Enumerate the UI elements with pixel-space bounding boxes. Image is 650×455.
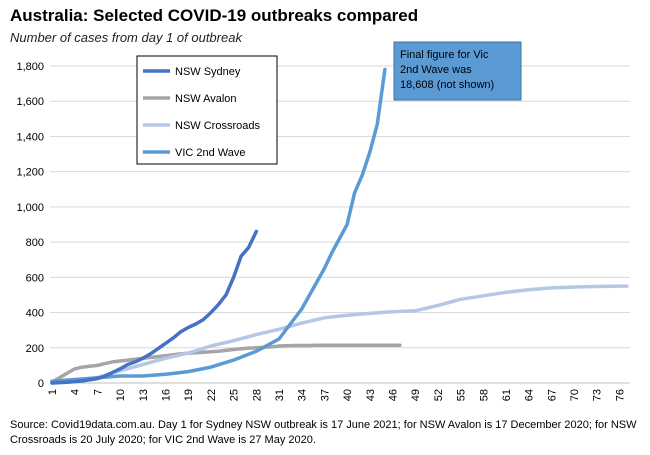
x-tick-label: 10 — [115, 389, 127, 401]
chart-title: Australia: Selected COVID-19 outbreaks c… — [10, 6, 419, 25]
x-tick-label: 52 — [433, 389, 445, 401]
x-tick-label: 7 — [92, 389, 104, 395]
series-line-nsw-avalon — [50, 343, 402, 384]
x-tick-label: 13 — [138, 389, 150, 401]
legend-box — [136, 55, 278, 165]
series-line-nsw-sydney — [50, 229, 259, 385]
annotation-box: Final figure for Vic 2nd Wave was 18,608 (… — [393, 41, 522, 101]
x-tick-label: 1 — [47, 389, 59, 395]
y-tick-label: 1,000 — [16, 202, 44, 214]
x-tick-label: 40 — [342, 389, 354, 401]
y-tick-label: 800 — [26, 237, 44, 249]
x-tick-label: 64 — [524, 389, 536, 401]
annotation-line: Final figure for Vic — [400, 49, 489, 61]
x-tick-label: 55 — [456, 389, 468, 401]
y-tick-label: 200 — [26, 343, 44, 355]
legend-entry: VIC 2nd Wave — [175, 147, 246, 159]
series-line-vic-2nd-wave — [50, 67, 387, 383]
line-chart: 0 200 400 600 800 1,000 1,200 1,400 1,600 1,800 1 4… — [16, 41, 630, 401]
x-tick-label: 73 — [592, 389, 604, 401]
y-tick-label: 1,600 — [16, 96, 44, 108]
y-tick-label: 1,400 — [16, 131, 44, 143]
annotation-rect — [393, 41, 522, 101]
x-tick-label: 76 — [614, 389, 626, 401]
x-tick-label: 43 — [365, 389, 377, 401]
series-lines — [50, 67, 629, 385]
legend: NSW Sydney NSW Avalon NSW Crossroads VIC 2n… — [136, 55, 278, 165]
x-tick-label: 19 — [183, 389, 195, 401]
x-tick-label: 34 — [297, 389, 309, 401]
legend-entry: NSW Crossroads — [175, 120, 260, 132]
x-tick-label: 25 — [229, 389, 241, 401]
legend-entry: NSW Sydney — [175, 66, 241, 78]
x-tick-label: 70 — [569, 389, 581, 401]
x-tick-label: 4 — [70, 389, 82, 395]
source-note: Source: Covid19data.com.au. Day 1 for Sy… — [10, 419, 637, 446]
axes: 0 200 400 600 800 1,000 1,200 1,400 1,600 1,800 1 4… — [16, 61, 630, 401]
y-tick-label: 1,200 — [16, 167, 44, 179]
y-tick-label: 1,800 — [16, 61, 44, 73]
x-tick-label: 37 — [319, 389, 331, 401]
x-tick-label: 67 — [546, 389, 558, 401]
x-tick-label: 58 — [478, 389, 490, 401]
series-line-nsw-crossroads — [50, 284, 629, 385]
x-tick-label: 22 — [206, 389, 218, 401]
x-tick-label: 61 — [501, 389, 513, 401]
annotation-line: 18,608 (not shown) — [400, 79, 494, 91]
x-tick-label: 28 — [251, 389, 263, 401]
x-tick-label: 49 — [410, 389, 422, 401]
y-tick-label: 400 — [26, 308, 44, 320]
legend-entry: NSW Avalon — [175, 93, 237, 105]
x-tick-label: 46 — [387, 389, 399, 401]
x-tick-label: 31 — [274, 389, 286, 401]
annotation-line: 2nd Wave was — [400, 64, 472, 76]
y-tick-label: 0 — [38, 378, 44, 390]
x-tick-label: 16 — [160, 389, 172, 401]
chart-subtitle: Number of cases from day 1 of outbreak — [10, 30, 242, 45]
y-tick-label: 600 — [26, 272, 44, 284]
